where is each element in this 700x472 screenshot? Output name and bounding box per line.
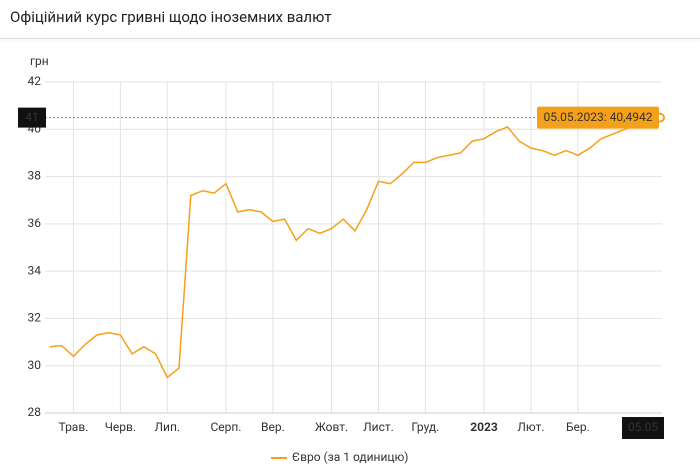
y-tick-label: 32 bbox=[28, 311, 42, 325]
x-tick-label: Лист. bbox=[363, 420, 394, 434]
x-tick-label: Черв. bbox=[105, 420, 136, 434]
crosshair-x-label: 05.05 bbox=[628, 420, 658, 434]
header-divider bbox=[0, 38, 700, 39]
tooltip-text: 05.05.2023: 40,4942 bbox=[544, 110, 653, 124]
x-tick-label: Бер. bbox=[566, 420, 590, 434]
chart-title: Офіційний курс гривні щодо іноземних вал… bbox=[10, 8, 332, 26]
y-tick-label: 28 bbox=[28, 405, 42, 419]
x-tick-label: Серп. bbox=[210, 420, 241, 434]
data-line bbox=[49, 116, 661, 379]
tooltip-box bbox=[537, 106, 659, 129]
y-tick-label: 34 bbox=[28, 263, 42, 277]
y-tick-label: 30 bbox=[28, 358, 42, 372]
x-tick-label: Лют. bbox=[517, 420, 544, 434]
y-axis-label: грн bbox=[30, 54, 49, 68]
crosshair-x-box bbox=[622, 417, 664, 439]
x-tick-label: 2023 bbox=[470, 420, 498, 434]
x-tick-label: Вер. bbox=[261, 420, 285, 434]
y-tick-label: 36 bbox=[28, 216, 42, 230]
y-tick-label: 42 bbox=[28, 74, 42, 88]
x-tick-label: Жовт. bbox=[315, 420, 348, 434]
y-tick-label: 38 bbox=[28, 169, 42, 183]
legend-label: Євро (за 1 одиницю) bbox=[292, 450, 408, 464]
x-tick-label: Груд. bbox=[411, 420, 439, 434]
crosshair-y-box bbox=[18, 107, 46, 128]
x-tick-label: Лип. bbox=[155, 420, 181, 434]
x-tick-label: Трав. bbox=[59, 420, 89, 434]
crosshair-y-label: 41 bbox=[25, 110, 39, 124]
